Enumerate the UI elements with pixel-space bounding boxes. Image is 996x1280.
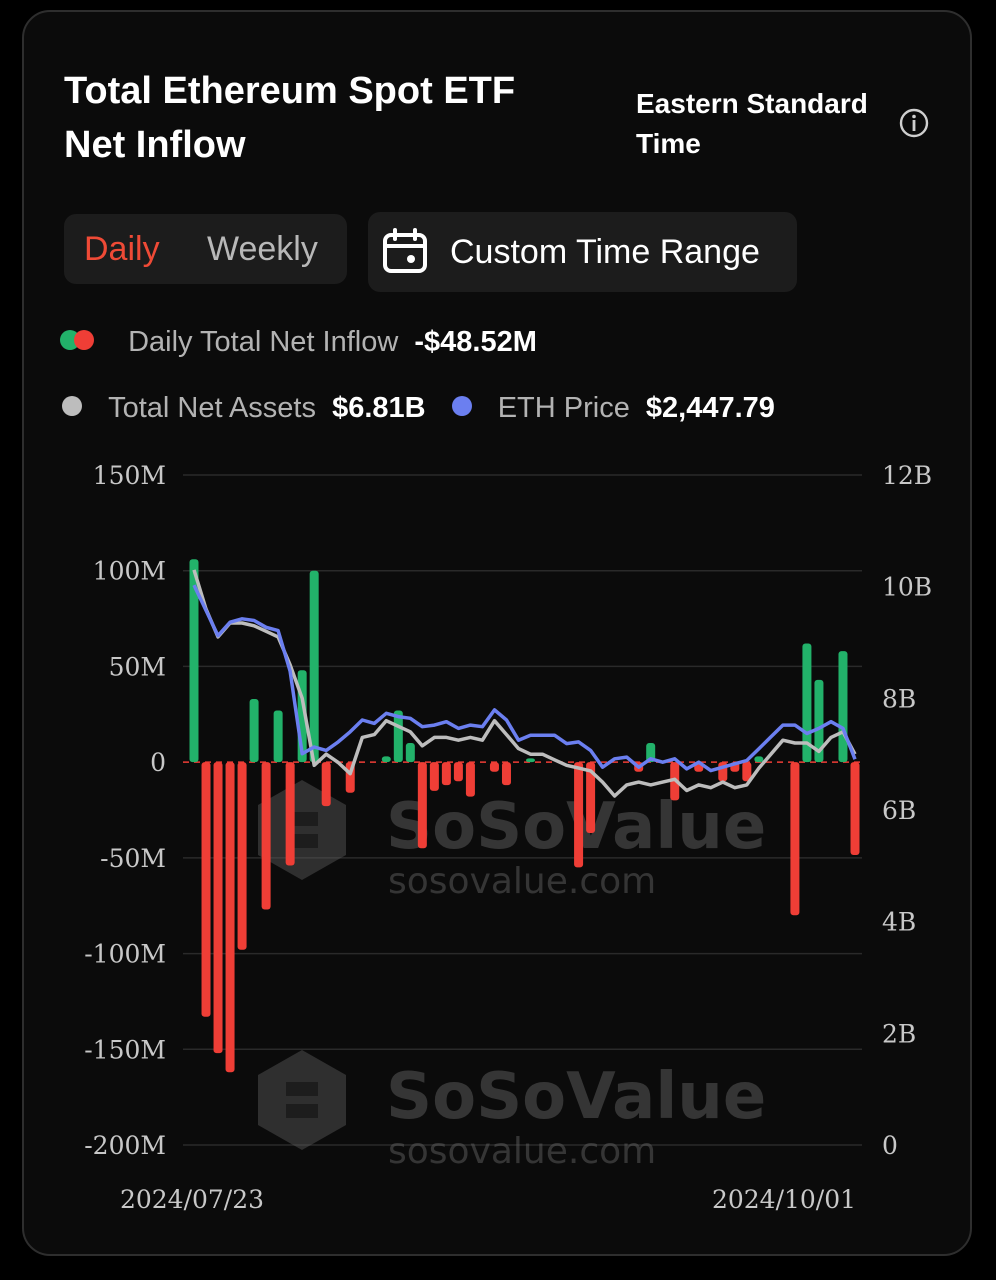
inflow-bar-negative <box>574 762 584 868</box>
left-axis-tick: -200M <box>84 1131 166 1160</box>
inflow-bar-negative <box>790 762 800 916</box>
eth-price-line <box>192 584 857 773</box>
inflow-bar-positive <box>838 651 848 763</box>
watermark-logo-icon <box>258 780 346 880</box>
tab-weekly[interactable]: Weekly <box>207 230 318 268</box>
right-axis-tick: 6B <box>882 796 916 825</box>
inflow-bar-negative <box>237 762 247 950</box>
right-axis-tick: 10B <box>882 573 932 602</box>
inflow-bar-positive <box>405 743 415 763</box>
inflow-bar-negative <box>201 762 211 1017</box>
custom-time-range-label: Custom Time Range <box>450 233 760 271</box>
left-axis-tick: 150M <box>93 461 166 490</box>
x-axis-label-end: 2024/10/01 <box>712 1185 856 1214</box>
watermark-site: sosovalue.com <box>388 861 656 902</box>
inflow-bar-negative <box>453 762 463 782</box>
inflow-bar-negative <box>213 762 223 1054</box>
right-axis-tick: 2B <box>882 1019 916 1048</box>
inflow-bar-negative <box>586 762 596 833</box>
legend-assets-price: Total Net Assets $6.81B ETH Price $2,447… <box>62 388 775 428</box>
inflow-bar-negative <box>225 762 235 1073</box>
price-legend-dot <box>451 396 472 417</box>
chart-lines <box>192 569 857 798</box>
info-circle-icon[interactable] <box>898 107 930 139</box>
left-axis-tick: -100M <box>84 940 166 969</box>
tab-daily[interactable]: Daily <box>84 230 160 268</box>
inflow-bar-negative <box>850 762 860 856</box>
watermark-site: sosovalue.com <box>388 1131 656 1172</box>
inflow-bar-positive <box>273 710 283 763</box>
inflow-bar-positive <box>189 559 199 763</box>
watermark-logo-icon <box>258 1050 346 1150</box>
inflow-bar-positive <box>814 679 824 763</box>
left-axis-tick: -50M <box>100 844 166 873</box>
left-axis-tick: 100M <box>93 557 166 586</box>
left-axis-tick: 50M <box>109 652 166 681</box>
inflow-legend-value: -$48.52M <box>414 326 537 358</box>
price-legend-value: $2,447.79 <box>645 392 775 424</box>
timezone-line-1: Eastern Standard <box>636 88 868 119</box>
inflow-bar-positive <box>526 758 536 763</box>
period-toggle: Daily Weekly <box>64 214 347 284</box>
right-axis-tick: 12B <box>882 461 932 490</box>
inflow-bar-positive <box>249 698 259 763</box>
timezone-line-2: Time <box>636 128 701 159</box>
chart-title: Total Ethereum Spot ETF Net Inflow <box>64 64 584 172</box>
right-axis-tick: 0 <box>882 1131 898 1160</box>
left-axis-tick: 0 <box>150 748 166 777</box>
inflow-bar-negative <box>742 762 752 782</box>
legend-inflow: Daily Total Net Inflow -$48.52M <box>60 322 537 362</box>
title-line-2: Net Inflow <box>64 124 246 166</box>
watermark-brand: SoSoValue <box>386 1060 766 1134</box>
calendar-icon <box>383 228 427 273</box>
inflow-bar-negative <box>489 762 499 772</box>
right-axis-tick: 4B <box>882 908 916 937</box>
inflow-legend-icon <box>60 329 98 351</box>
inflow-legend-label: Daily Total Net Inflow <box>128 326 399 358</box>
custom-time-range-button[interactable]: Custom Time Range <box>368 212 797 292</box>
watermarks: SoSoValuesosovalue.comSoSoValuesosovalue… <box>258 780 766 1172</box>
left-axis-tick: -150M <box>84 1035 166 1064</box>
title-line-1: Total Ethereum Spot ETF <box>64 70 516 112</box>
inflow-bar-negative <box>321 762 331 807</box>
inflow-bar-negative <box>285 762 295 866</box>
right-axis-tick: 8B <box>882 684 916 713</box>
assets-legend-label: Total Net Assets <box>108 392 316 424</box>
inflow-bar-positive <box>646 743 656 763</box>
inflow-bar-positive <box>754 756 764 763</box>
chart-grid <box>183 474 862 1146</box>
watermark-logo-cutout <box>286 1082 318 1118</box>
assets-legend-value: $6.81B <box>332 392 426 424</box>
inflow-bar-negative <box>501 762 511 786</box>
inflow-bar-negative <box>441 762 451 786</box>
inflow-bar-negative <box>417 762 427 849</box>
assets-legend-dot <box>62 396 82 417</box>
x-axis-label-start: 2024/07/23 <box>120 1185 264 1214</box>
inflow-bar-negative <box>465 762 475 797</box>
inflow-bar-negative <box>261 762 271 910</box>
inflow-bar-positive <box>381 756 391 763</box>
inflow-bar-negative <box>429 762 439 791</box>
timezone-label[interactable]: Eastern Standard Time <box>636 84 896 164</box>
total-net-assets-line <box>192 569 857 798</box>
axis-ticks: 150M 100M 50M 0 -50M -100M -150M -200M 12B 10B 8B 6… <box>84 461 932 1214</box>
inflow-bar-positive <box>309 570 319 763</box>
price-legend-label: ETH Price <box>497 392 630 424</box>
